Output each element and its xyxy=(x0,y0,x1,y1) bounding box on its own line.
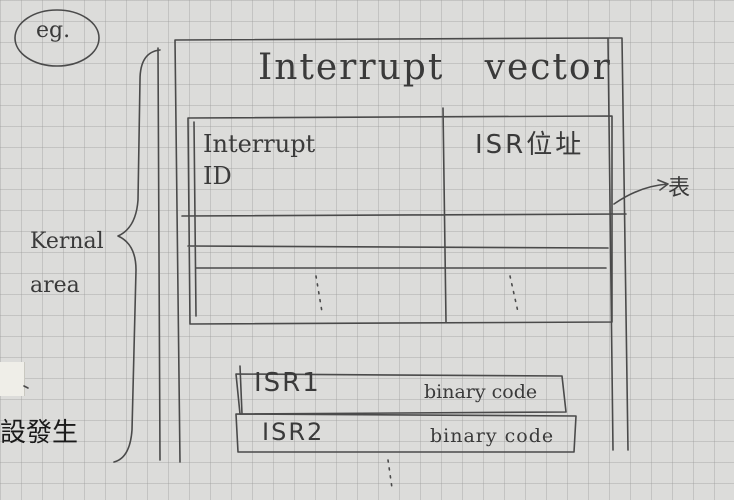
eg-circle xyxy=(14,9,100,67)
vector-dots-right xyxy=(509,275,519,313)
column-interrupt-id: Interrupt ID xyxy=(203,130,316,191)
column-isr-address: ISR位址 xyxy=(475,130,585,160)
margin-text: 設發生 xyxy=(0,418,79,448)
eg-label: eg. xyxy=(36,18,71,43)
margin-tick xyxy=(23,385,29,389)
isr1-code: binary code xyxy=(424,381,538,403)
vector-title: Interrupt vector xyxy=(258,47,612,88)
kernel-word: Kernal xyxy=(30,229,104,254)
isr-dots xyxy=(387,459,393,489)
tape-strip xyxy=(0,362,25,396)
isr1-name: ISR1 xyxy=(254,368,321,398)
isr2-name: ISR2 xyxy=(262,418,325,446)
vector-table xyxy=(181,107,627,325)
isr-block-2 xyxy=(235,413,577,453)
kernel-brace xyxy=(113,49,161,463)
kernel-region-outline xyxy=(157,37,629,463)
vector-dots-left xyxy=(315,275,323,313)
area-word: area xyxy=(30,273,80,298)
kernel-area-label: Kernal area xyxy=(30,220,104,308)
isr-block-1 xyxy=(235,365,567,415)
isr2-code: binary code xyxy=(430,425,555,447)
table-note: 表 xyxy=(668,176,691,201)
table-arrow xyxy=(613,179,669,205)
